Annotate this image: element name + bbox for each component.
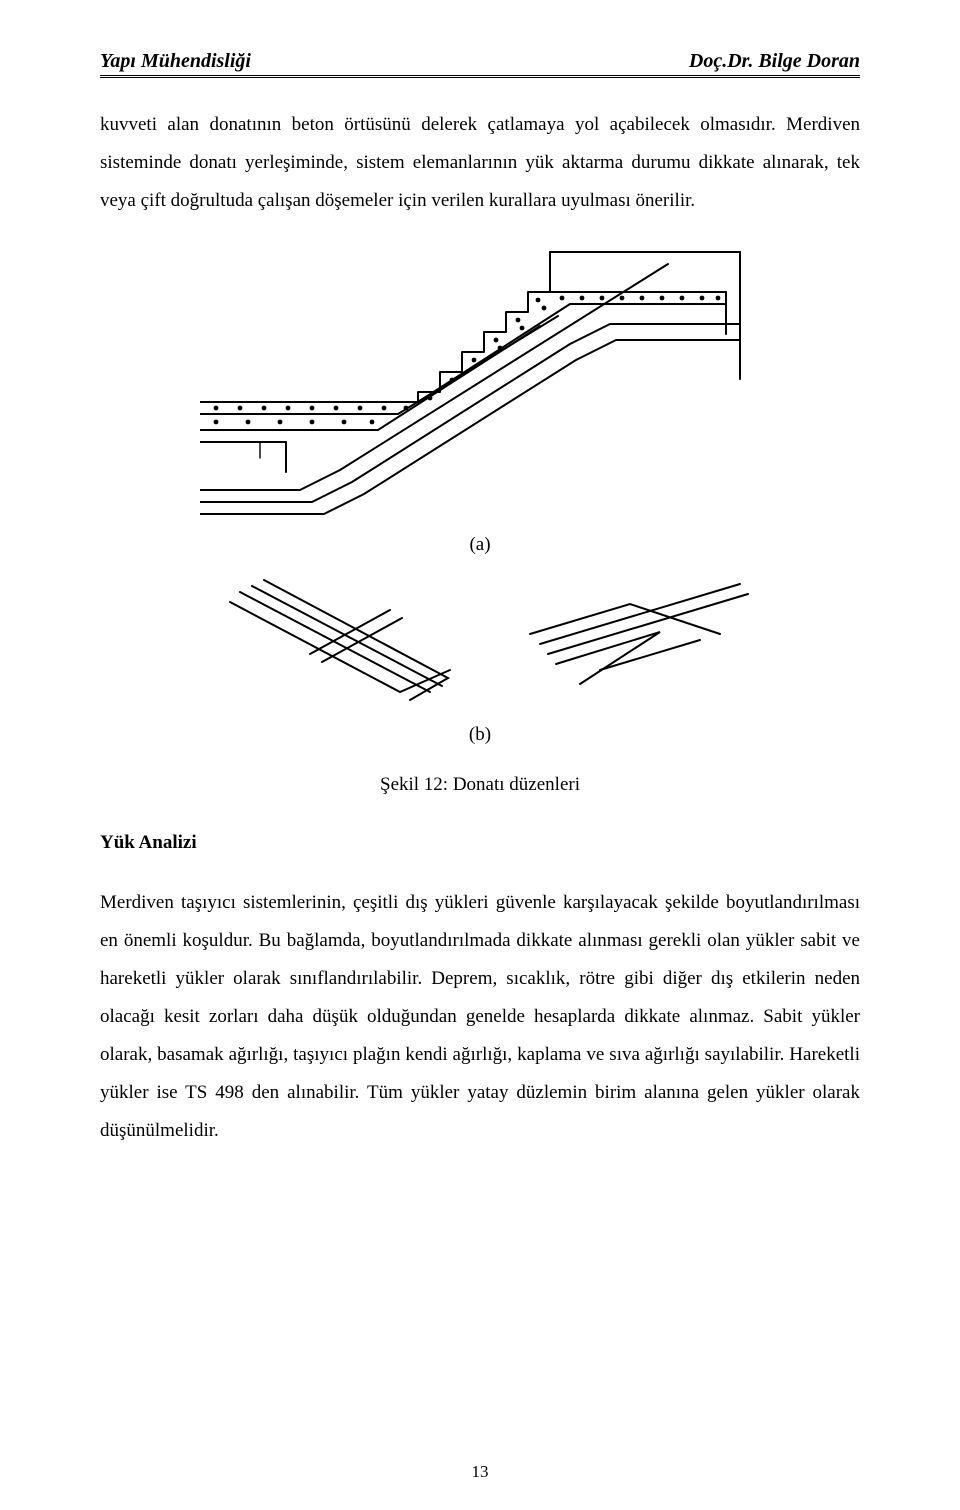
figure-a-label: (a): [100, 534, 860, 556]
figure-a: [100, 244, 860, 524]
figure-caption: Şekil 12: Donatı düzenleri: [100, 774, 860, 796]
header-right: Doç.Dr. Bilge Doran: [689, 50, 860, 73]
figure-b: [100, 574, 860, 714]
page-number: 13: [0, 1462, 960, 1482]
header-left: Yapı Mühendisliği: [100, 50, 251, 73]
paragraph-1: kuvveti alan donatının beton örtüsünü de…: [100, 106, 860, 220]
page-header: Yapı Mühendisliği Doç.Dr. Bilge Doran: [100, 50, 860, 78]
paragraph-2: Merdiven taşıyıcı sistemlerinin, çeşitli…: [100, 884, 860, 1150]
section-title: Yük Analizi: [100, 832, 860, 854]
figure-b-label: (b): [100, 724, 860, 746]
